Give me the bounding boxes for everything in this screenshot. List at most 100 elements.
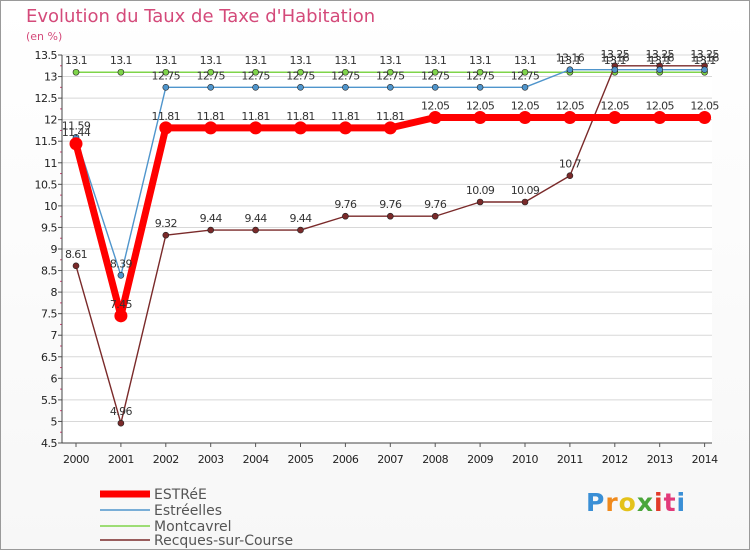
data-point xyxy=(563,111,577,125)
data-label: 8.39 xyxy=(110,257,133,270)
data-label: 12.05 xyxy=(511,100,540,113)
data-label: 9.44 xyxy=(200,212,223,225)
data-point xyxy=(431,84,439,91)
data-label: 13.25 xyxy=(645,48,674,61)
y-tick-label: 8 xyxy=(51,286,58,299)
data-label: 12.75 xyxy=(421,69,450,82)
data-label: 11.59 xyxy=(62,119,91,132)
data-point xyxy=(297,226,304,234)
y-tick-label: 13 xyxy=(44,71,57,84)
x-tick-label: 2013 xyxy=(647,453,673,466)
x-tick-label: 2012 xyxy=(602,453,628,466)
data-label: 11.81 xyxy=(241,110,270,123)
logo-letter: r xyxy=(605,488,619,517)
data-point xyxy=(252,226,259,234)
data-point xyxy=(431,68,439,76)
data-label: 13.1 xyxy=(155,54,177,67)
data-label: 12.75 xyxy=(152,69,181,82)
data-point xyxy=(386,84,394,91)
y-tick-label: 11.5 xyxy=(35,135,58,148)
logo-letter: i xyxy=(654,488,664,517)
data-label: 9.76 xyxy=(379,198,402,211)
data-label: 13.16 xyxy=(556,52,585,65)
x-tick-label: 2000 xyxy=(63,453,89,466)
data-point xyxy=(72,68,80,76)
y-tick-label: 12.5 xyxy=(35,92,58,105)
y-tick-label: 10.5 xyxy=(35,178,58,191)
x-tick-label: 2001 xyxy=(108,453,134,466)
data-label: 13.1 xyxy=(334,54,356,67)
data-label: 9.44 xyxy=(245,212,268,225)
data-label: 13.1 xyxy=(110,54,132,67)
data-point xyxy=(252,84,259,91)
data-label: 13.1 xyxy=(469,54,491,67)
y-tick-label: 8.5 xyxy=(41,265,57,278)
data-label: 13.1 xyxy=(514,54,536,67)
data-point xyxy=(608,111,622,125)
data-point xyxy=(297,68,304,76)
data-label: 12.75 xyxy=(376,69,405,82)
data-point xyxy=(342,212,349,220)
data-point xyxy=(698,111,712,125)
data-point xyxy=(162,231,170,239)
data-point xyxy=(476,84,484,91)
data-point xyxy=(476,198,484,206)
x-tick-label: 2005 xyxy=(288,453,314,466)
data-point xyxy=(342,68,349,76)
data-label: 13.25 xyxy=(690,48,719,61)
data-point xyxy=(476,68,484,76)
data-point xyxy=(162,68,170,76)
legend-label: Estréelles xyxy=(154,503,222,519)
data-point xyxy=(162,84,170,91)
y-tick-label: 13.5 xyxy=(35,49,58,62)
data-label: 13.1 xyxy=(245,54,267,67)
y-tick-label: 4.5 xyxy=(41,437,57,450)
data-point xyxy=(521,84,529,91)
data-label: 11.81 xyxy=(331,110,360,123)
y-tick-label: 12 xyxy=(44,114,57,127)
data-point xyxy=(338,121,352,135)
y-tick-label: 7 xyxy=(51,329,58,342)
chart-title: Evolution du Taux de Taxe d'Habitation xyxy=(26,6,376,27)
y-tick-label: 9.5 xyxy=(41,221,57,234)
data-label: 13.1 xyxy=(424,54,446,67)
logo-letter: i xyxy=(676,488,687,517)
data-label: 13.1 xyxy=(559,54,581,67)
data-label: 8.61 xyxy=(65,248,87,261)
data-point xyxy=(297,84,304,91)
data-label: 12.75 xyxy=(466,69,495,82)
data-label: 9.32 xyxy=(155,217,177,230)
data-label: 12.05 xyxy=(421,100,450,113)
data-label: 10.7 xyxy=(559,158,582,171)
data-label: 13.1 xyxy=(289,54,311,67)
data-label: 13.1 xyxy=(604,54,626,67)
data-label: 13.25 xyxy=(601,48,630,61)
data-point xyxy=(294,121,307,135)
data-point xyxy=(114,309,128,323)
y-tick-label: 5.5 xyxy=(41,394,57,407)
data-label: 12.75 xyxy=(286,69,315,82)
data-label: 12.05 xyxy=(645,100,674,113)
data-point xyxy=(207,226,214,234)
data-label: 13.16 xyxy=(690,52,719,65)
data-label: 4.96 xyxy=(110,405,133,418)
data-label: 11.81 xyxy=(286,110,315,123)
proxiti-logo: Proxiti xyxy=(586,488,686,517)
data-label: 11.81 xyxy=(196,110,225,123)
y-tick-label: 6 xyxy=(51,372,58,385)
data-label: 12.75 xyxy=(196,69,225,82)
data-point xyxy=(653,111,667,125)
data-point xyxy=(117,271,125,279)
data-label: 9.44 xyxy=(289,212,312,225)
x-tick-label: 2008 xyxy=(422,453,448,466)
x-tick-label: 2004 xyxy=(243,453,269,466)
data-point xyxy=(117,68,125,76)
y-tick-label: 10 xyxy=(44,200,57,213)
data-label: 13.16 xyxy=(601,52,630,65)
x-tick-label: 2014 xyxy=(692,453,718,466)
data-point xyxy=(69,137,83,151)
data-label: 11.81 xyxy=(152,110,181,123)
data-point xyxy=(207,84,214,91)
logo-letter: t xyxy=(663,488,677,517)
